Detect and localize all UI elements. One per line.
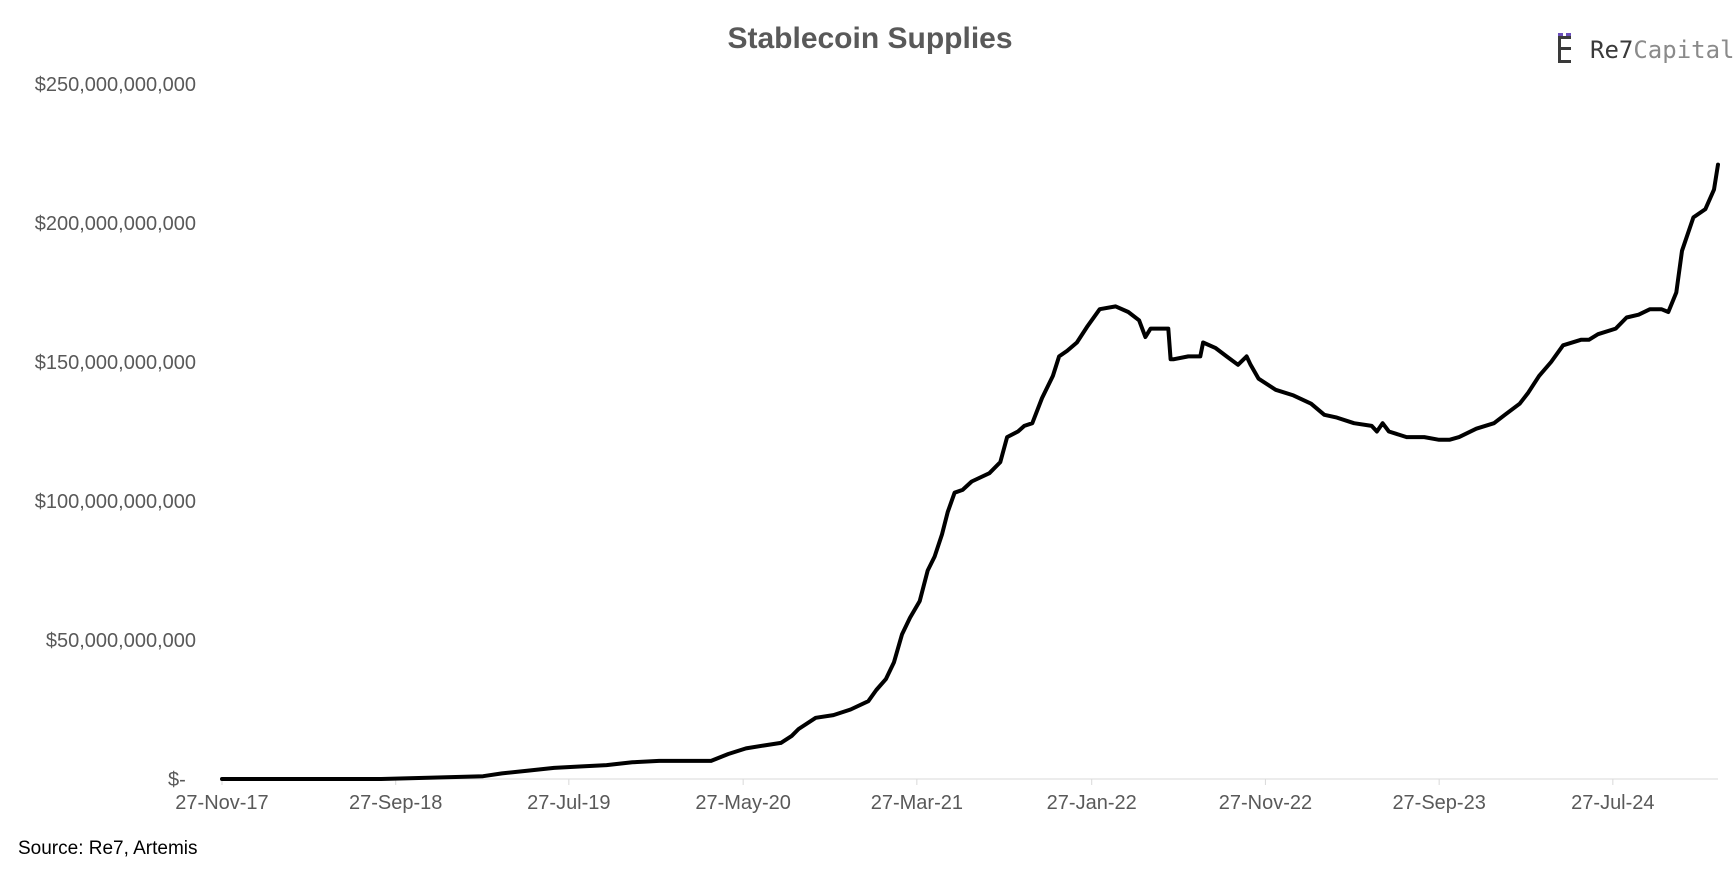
series-group — [220, 162, 1720, 781]
x-axis-ticks: 27-Nov-17 27-Sep-18 27-Jul-19 27-May-20 27-M… — [175, 779, 1655, 814]
x-tick-label: 27-Sep-23 — [1392, 792, 1485, 814]
x-tick-label: 27-Nov-22 — [1219, 792, 1312, 814]
y-tick-label: $200,000,000,000 — [35, 213, 196, 235]
x-tick-label: 27-Jul-24 — [1571, 792, 1654, 814]
re7-capital-logo: Re7Capital — [1558, 33, 1734, 64]
x-tick-label: 27-Nov-17 — [175, 792, 268, 814]
x-tick-label: 27-Sep-18 — [349, 792, 442, 814]
series-line — [220, 162, 1720, 781]
logo-text: Re7Capital — [1590, 36, 1734, 64]
logo-icon — [1558, 33, 1571, 63]
y-tick-label: $50,000,000,000 — [46, 630, 196, 652]
y-tick-label: $- — [168, 769, 186, 791]
y-axis-ticks: $- $50,000,000,000 $100,000,000,000 $150,00… — [35, 74, 196, 791]
y-tick-label: $250,000,000,000 — [35, 74, 196, 96]
x-tick-label: 27-May-20 — [695, 792, 791, 814]
source-note: Source: Re7, Artemis — [18, 838, 198, 859]
y-tick-label: $100,000,000,000 — [35, 491, 196, 513]
x-tick-label: 27-Mar-21 — [871, 792, 963, 814]
logo-text-capital: Capital — [1633, 36, 1734, 64]
y-tick-label: $150,000,000,000 — [35, 352, 196, 374]
x-tick-label: 27-Jan-22 — [1047, 792, 1137, 814]
logo-text-re7: Re7 — [1590, 36, 1633, 64]
x-tick-label: 27-Jul-19 — [527, 792, 610, 814]
chart-title: Stablecoin Supplies — [727, 22, 1012, 55]
